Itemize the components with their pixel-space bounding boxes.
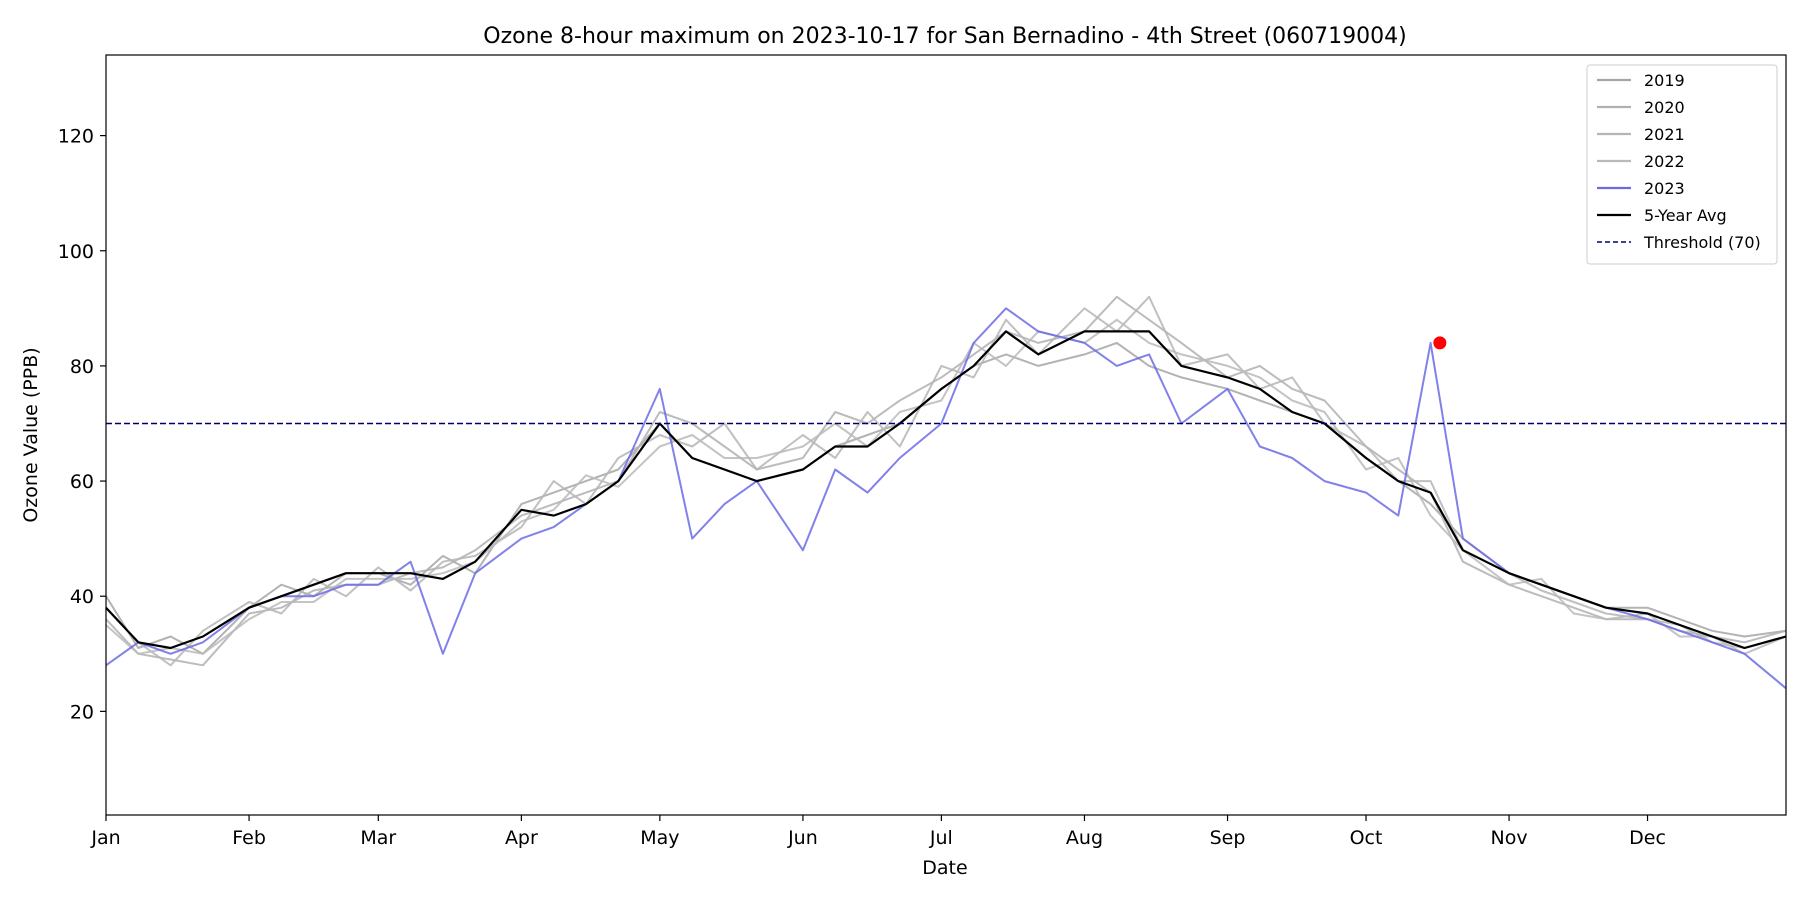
series-line-2019: [105, 341, 1787, 655]
legend: 2019 2020 2021 2022 2023 5-Year Avg Threshold …: [1586, 64, 1778, 265]
legend-label: 2022: [1644, 152, 1685, 171]
y-tick-label: 20: [70, 701, 94, 723]
y-axis: 20 40 60 80 100 120: [58, 126, 106, 723]
plot-area: [105, 295, 1787, 690]
legend-label: 2020: [1644, 98, 1685, 117]
x-tick-label: Mar: [360, 827, 396, 849]
highlight-point: [1433, 336, 1447, 350]
y-tick-label: 60: [70, 471, 94, 493]
series-line-2021: [105, 295, 1787, 667]
x-tick-label: Oct: [1350, 827, 1383, 849]
legend-label: Threshold (70): [1643, 233, 1761, 252]
chart-title: Ozone 8-hour maximum on 2023-10-17 for S…: [483, 24, 1406, 49]
y-tick-label: 100: [58, 241, 94, 263]
series-line-5-year-avg: [105, 330, 1787, 650]
x-tick-label: Apr: [505, 827, 538, 849]
legend-label: 2021: [1644, 125, 1685, 144]
plot-frame: [105, 54, 1787, 816]
legend-label: 2019: [1644, 71, 1685, 90]
legend-box: [1586, 64, 1778, 265]
y-tick-label: 80: [70, 356, 94, 378]
x-tick-label: Jun: [787, 827, 818, 849]
x-tick-label: Aug: [1066, 827, 1103, 849]
x-tick-label: Feb: [232, 827, 266, 849]
series-line-2023: [105, 307, 1787, 690]
legend-label: 5-Year Avg: [1644, 206, 1727, 225]
y-tick-label: 120: [58, 126, 94, 148]
x-tick-label: Nov: [1491, 827, 1528, 849]
x-tick-label: Jan: [90, 827, 120, 849]
series-line-2022: [105, 318, 1787, 655]
x-tick-label: Sep: [1210, 827, 1246, 849]
legend-label: 2023: [1644, 179, 1685, 198]
x-tick-label: Jul: [929, 827, 953, 849]
x-tick-label: Dec: [1629, 827, 1666, 849]
y-axis-label: Ozone Value (PPB): [20, 347, 42, 522]
series-line-2020: [105, 295, 1787, 667]
x-tick-label: May: [640, 827, 679, 849]
y-tick-label: 40: [70, 586, 94, 608]
x-axis: Jan Feb Mar Apr May Jun Jul Aug Sep Oct Nov Dec: [90, 815, 1666, 849]
x-axis-label: Date: [922, 857, 967, 879]
